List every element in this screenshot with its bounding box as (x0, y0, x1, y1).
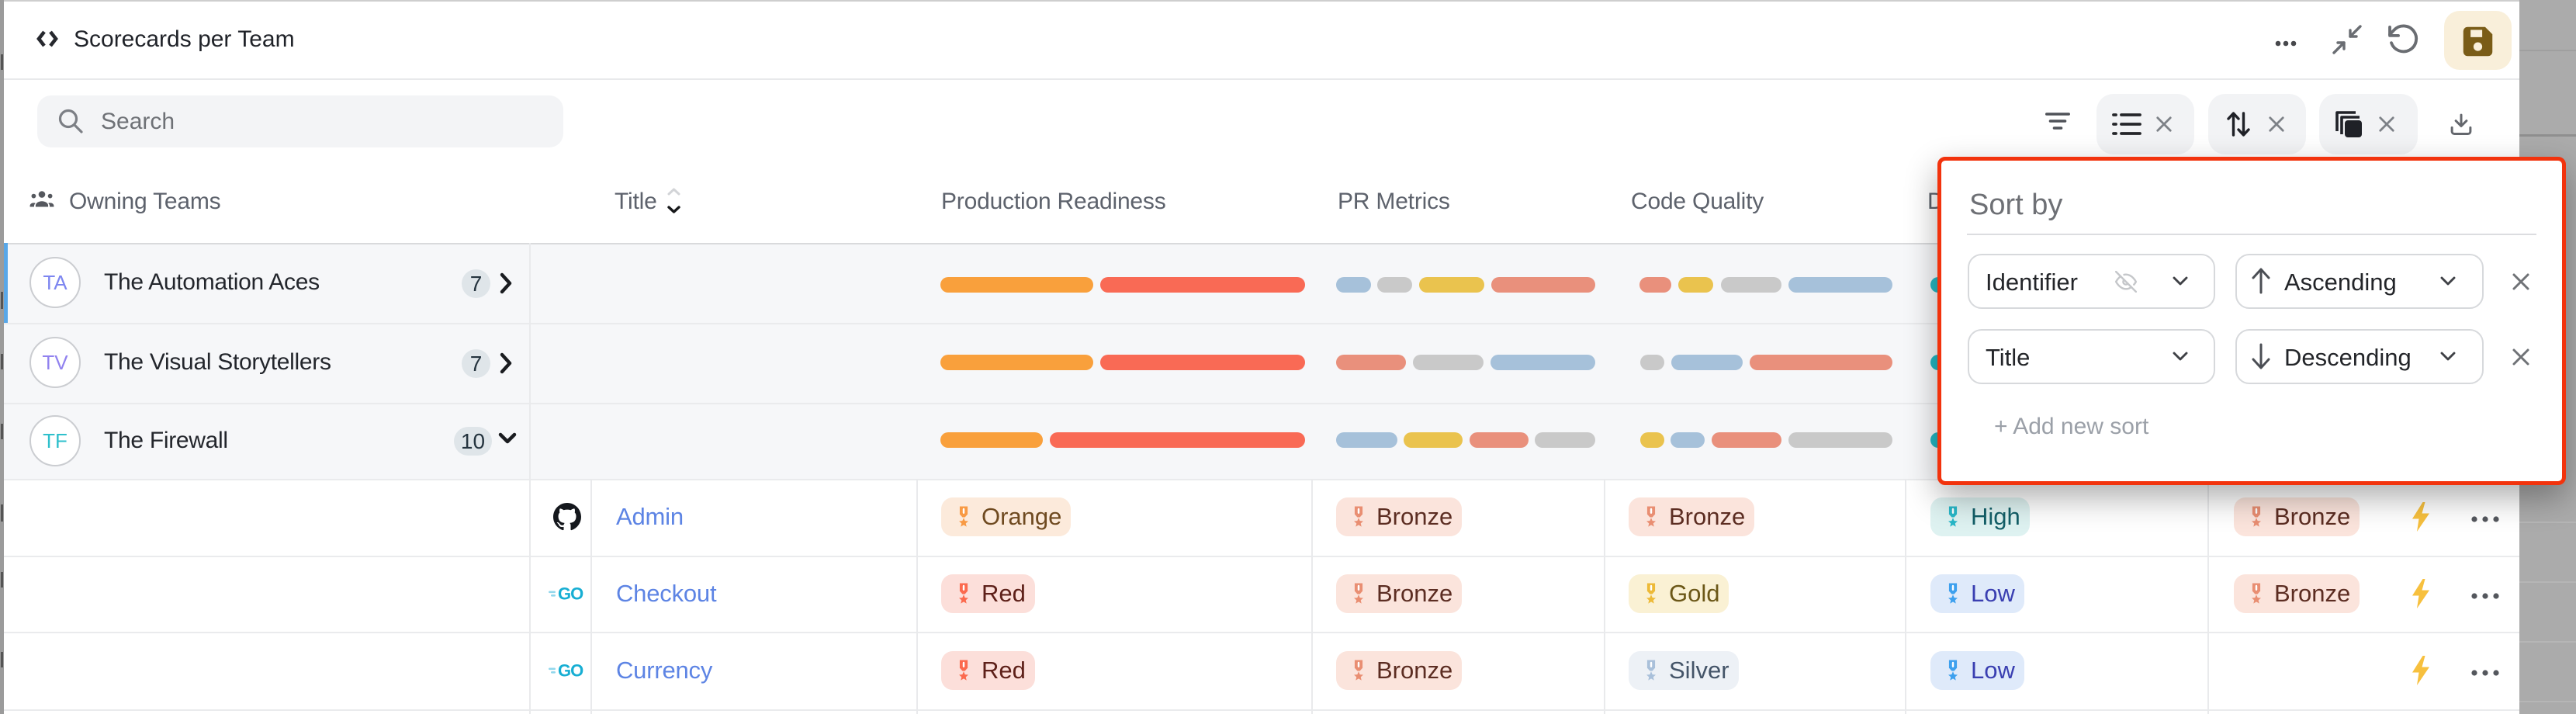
svg-text:GO: GO (558, 661, 583, 680)
svg-text:GO: GO (558, 584, 583, 603)
